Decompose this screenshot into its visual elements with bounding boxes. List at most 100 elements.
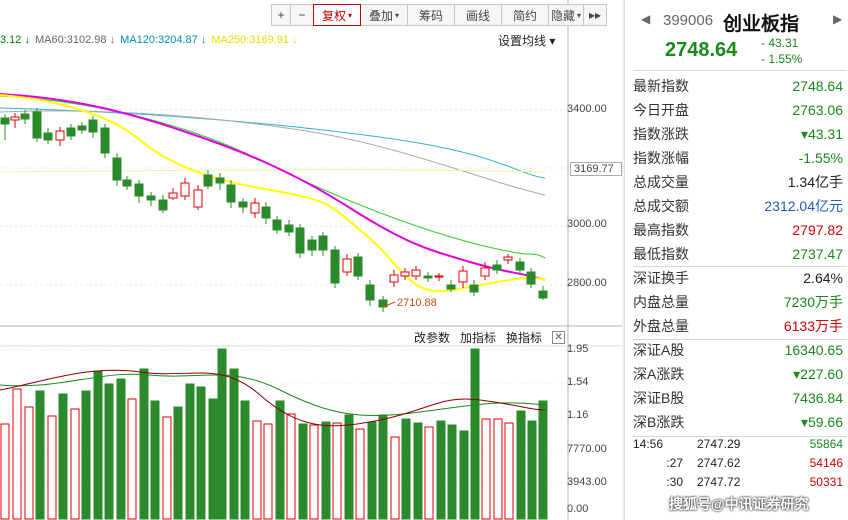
toolbar-button[interactable]: 复权 ▾ — [313, 4, 361, 26]
volume-bar — [162, 416, 172, 520]
toolbar-button[interactable]: 画线 — [454, 4, 502, 26]
candle — [238, 201, 248, 208]
candle — [168, 192, 178, 199]
candle — [100, 127, 110, 154]
candle — [88, 119, 98, 133]
price-axis-label: 3400.00 — [567, 103, 607, 115]
volume-bar — [527, 420, 537, 520]
volume-bar — [104, 383, 114, 520]
volume-bar — [332, 422, 342, 520]
volume-bar — [470, 348, 480, 520]
chart-canvas[interactable]: 2710.88 — [0, 0, 622, 520]
volume-axis-label: 1.16 — [567, 409, 589, 421]
volume-bar — [263, 423, 273, 520]
index-name: 创业板指 — [723, 14, 800, 35]
candle — [458, 270, 468, 283]
candle — [158, 199, 168, 211]
candle — [492, 264, 502, 271]
volume-bar — [70, 408, 80, 520]
stat-value: 1.34亿手 — [787, 174, 843, 190]
switch-indicator-button[interactable]: 换指标 — [506, 331, 543, 345]
candle — [122, 179, 132, 187]
candle — [0, 117, 10, 125]
trade-time: :30 — [666, 475, 683, 489]
toolbar-button[interactable]: 隐藏 ▾ — [548, 4, 584, 26]
volume-axis-label: 1.95 — [567, 343, 589, 355]
volume-bar — [208, 398, 218, 520]
trade-time: :27 — [666, 456, 683, 470]
stat-label: 指数涨幅 — [633, 150, 689, 166]
volume-axis-label: 3943.00 — [567, 476, 607, 488]
toolbar-button[interactable]: ▸▸ — [583, 4, 607, 26]
stat-label: 总成交额 — [633, 198, 689, 214]
trade-row: :27 2747.62 54146 — [633, 456, 847, 475]
toolbar-button[interactable]: 简约 — [501, 4, 549, 26]
candle — [400, 271, 410, 277]
next-icon[interactable]: ▶ — [833, 12, 843, 26]
volume-bar — [240, 400, 250, 520]
edit-params-button[interactable]: 改参数 — [414, 331, 451, 345]
volume-bar — [424, 426, 434, 520]
candle — [365, 284, 375, 301]
stat-row: 外盘总量 6133万手 — [633, 314, 843, 338]
add-indicator-button[interactable]: 加指标 — [460, 331, 497, 345]
stat-value: ▾227.60 — [793, 365, 843, 382]
toolbar-button[interactable]: 叠加 ▾ — [360, 4, 408, 26]
volume-bar — [401, 418, 411, 520]
indicator-header: 改参数 加指标 换指标 ✕ — [414, 329, 566, 346]
trade-price: 2747.62 — [697, 456, 741, 470]
volume-bar — [355, 428, 365, 520]
candle — [526, 271, 536, 285]
stat-row: 最新指数 2748.64 — [633, 74, 843, 98]
candle — [342, 258, 352, 273]
stat-label: 最新指数 — [633, 78, 689, 94]
stat-value: 2737.47 — [792, 246, 843, 262]
ma10-line — [0, 93, 546, 281]
trade-row: 14:56 2747.29 55864 — [633, 437, 847, 456]
stat-label: 最低指数 — [633, 246, 689, 262]
volume-ma-line — [0, 369, 546, 427]
trade-price: 2747.29 — [697, 437, 741, 451]
volume-bar — [378, 414, 388, 520]
volume-bar — [217, 348, 227, 520]
volume-bar — [35, 390, 45, 520]
price-axis-label: 2800.00 — [567, 277, 607, 289]
toolbar-button[interactable]: − — [290, 4, 314, 26]
toolbar-button[interactable]: 筹码 — [407, 4, 455, 26]
volume-bar — [516, 410, 526, 520]
ma-legend-item: MA120:3204.87 ↓ — [120, 34, 207, 46]
kline-chart[interactable]: 2710.88 + − 复权 ▾ 叠加 ▾ 筹码 画线 简约 隐藏 ▾ ▸▸ 3.12 ↓ MA60:3… — [0, 0, 622, 520]
candle — [503, 256, 513, 261]
volume-bar — [0, 423, 10, 520]
candle — [66, 127, 76, 137]
candle — [32, 111, 42, 139]
stat-value: ▾59.66 — [800, 413, 843, 430]
stat-row: 今日开盘 2763.06 — [633, 98, 843, 122]
close-icon[interactable]: ✕ — [552, 331, 566, 344]
trade-volume: 54146 — [809, 456, 843, 470]
trade-volume: 55864 — [809, 437, 843, 451]
candle — [434, 275, 444, 278]
candle — [284, 224, 294, 233]
candle — [193, 189, 203, 208]
volume-bar — [196, 386, 206, 520]
prev-icon[interactable]: ◀ — [641, 12, 651, 26]
stat-label: 最高指数 — [633, 222, 689, 238]
stat-label: 深证A股 — [633, 342, 685, 358]
toolbar-button[interactable]: + — [271, 4, 291, 26]
candle — [203, 174, 213, 187]
candle — [469, 284, 479, 293]
volume-bar — [93, 370, 103, 520]
chart-toolbar: + − 复权 ▾ 叠加 ▾ 筹码 画线 简约 隐藏 ▾ ▸▸ — [271, 4, 607, 26]
ma250-line — [0, 169, 546, 173]
ma-legend: 3.12 ↓ MA60:3102.98 ↓ MA120:3204.87 ↓ MA250… — [0, 34, 570, 48]
volume-bar — [12, 388, 22, 520]
divider — [633, 339, 847, 340]
candle — [20, 113, 30, 120]
watermark: 搜狐号@中讯证券研究 — [669, 496, 809, 512]
volume-axis-label: 1.54 — [567, 376, 589, 388]
volume-bar — [447, 424, 457, 520]
low-pointer — [382, 301, 396, 308]
ma-settings-button[interactable]: 设置均线 ▾ — [498, 34, 556, 48]
volume-ma-line — [0, 373, 546, 416]
